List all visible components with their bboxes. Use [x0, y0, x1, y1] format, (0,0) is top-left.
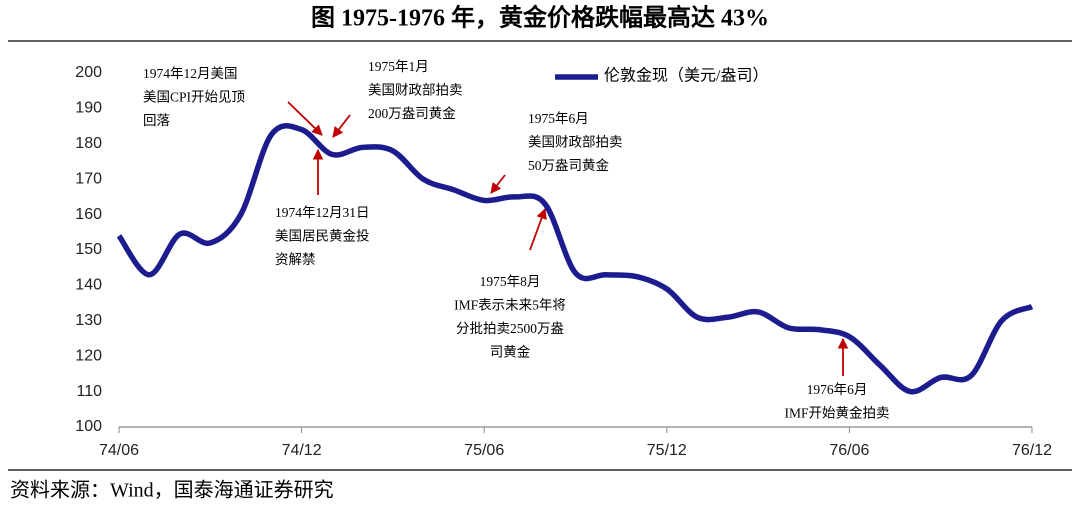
y-tick-label: 100: [75, 418, 102, 435]
y-tick-label: 170: [75, 170, 102, 187]
annotation: 1976年6月: [807, 382, 868, 397]
annotation: 美国财政部拍卖: [528, 135, 623, 150]
x-tick-label: 75/12: [647, 442, 687, 459]
arrows: [287, 101, 849, 376]
annotation: 美国CPI开始见顶: [143, 90, 245, 105]
annotation: 1975年8月: [480, 274, 541, 289]
series-line: [116, 123, 1034, 395]
y-tick-label: 120: [75, 347, 102, 364]
y-tick-label: 160: [75, 206, 102, 223]
annotation: 1975年6月: [528, 111, 589, 126]
y-tick-label: 200: [75, 64, 102, 81]
x-tick-label: 76/06: [829, 442, 869, 459]
x-tick-label: 76/12: [1012, 442, 1052, 459]
annotation: 1975年1月: [368, 59, 429, 74]
annotation: IMF开始黄金拍卖: [784, 406, 889, 421]
annotation: IMF表示未来5年将: [454, 298, 566, 313]
annotation: 200万盎司黄金: [368, 106, 456, 121]
arrow: [529, 207, 547, 251]
annotation: 50万盎司黄金: [528, 158, 609, 173]
y-tick-label: 130: [75, 312, 102, 329]
x-tick-label: 75/06: [464, 442, 504, 459]
y-tick-label: 150: [75, 241, 102, 258]
chart-title: 图 1975-1976 年，黄金价格跌幅最高达 43%: [311, 4, 769, 32]
arrow: [287, 101, 323, 136]
annotation: 1974年12月31日: [275, 205, 370, 220]
annotation: 资解禁: [275, 252, 316, 267]
y-tick-label: 190: [75, 100, 102, 117]
annotation: 分批拍卖2500万盎: [456, 321, 564, 336]
y-tick-label: 180: [75, 135, 102, 152]
annotation: 美国财政部拍卖: [368, 83, 463, 98]
y-tick-label: 110: [76, 383, 102, 400]
annotation: 1974年12月美国: [143, 66, 238, 81]
x-tick-label: 74/06: [99, 442, 139, 459]
y-tick-label: 140: [75, 277, 102, 294]
annotation: 回落: [143, 113, 170, 128]
legend-label: 伦敦金现（美元/盎司）: [604, 67, 768, 85]
arrow: [332, 114, 351, 138]
annotation: 司黄金: [490, 345, 531, 360]
x-tick-label: 74/12: [282, 442, 322, 459]
source: 资料来源：Wind，国泰海通证券研究: [10, 479, 334, 502]
arrow: [490, 174, 506, 194]
annotation: 美国居民黄金投: [275, 229, 370, 244]
